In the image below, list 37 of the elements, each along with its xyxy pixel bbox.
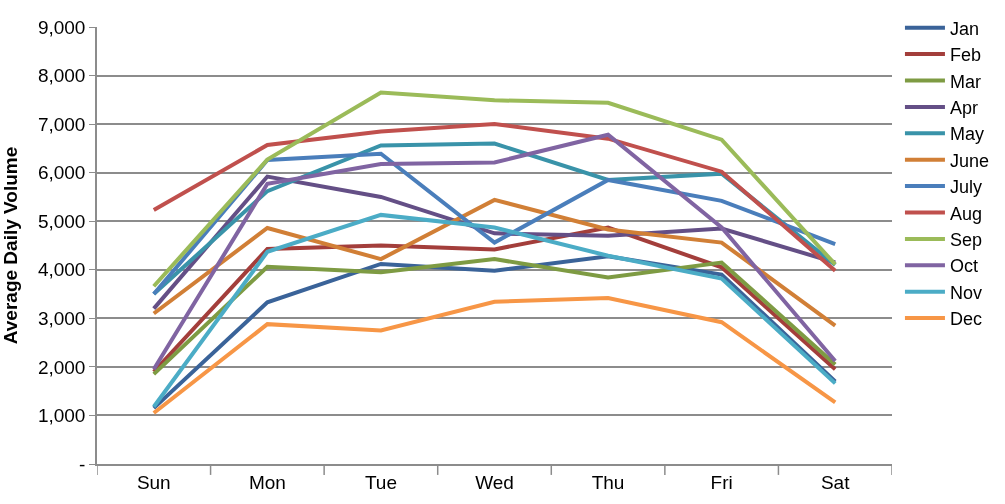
legend-label: Jan (949, 18, 979, 39)
legend-label: Nov (949, 282, 982, 303)
x-tick-label: Fri (710, 471, 733, 493)
legend-label: Sep (949, 229, 982, 250)
x-tick-label: Sun (136, 471, 171, 493)
x-tick-label: Sat (820, 471, 851, 493)
y-tick-label: 9,000 (37, 16, 86, 38)
line-series (151, 295, 838, 416)
x-tick-label: Tue (364, 471, 397, 493)
legend-label: July (949, 177, 982, 198)
legend-label: Apr (949, 97, 978, 118)
line-series (151, 257, 838, 377)
x-tick-label: Mon (248, 471, 286, 493)
y-axis-title: Average Daily Volume (0, 146, 22, 345)
legend-label: Aug (949, 203, 982, 224)
y-tick-label: 6,000 (37, 162, 86, 184)
y-tick-label: 1,000 (37, 405, 86, 427)
y-tick-label: 5,000 (37, 210, 86, 232)
line-series (151, 212, 838, 409)
y-tick-label: 4,000 (37, 259, 86, 281)
line-series (151, 90, 838, 289)
legend-label: Feb (949, 45, 981, 66)
x-tick-label: Wed (475, 471, 514, 493)
y-tick-label: 7,000 (37, 113, 86, 135)
y-tick-label: 3,000 (37, 307, 86, 329)
x-tick-label: Thu (591, 471, 625, 493)
legend-label: June (949, 150, 989, 171)
legend-label: Mar (949, 71, 981, 92)
line-series (151, 132, 838, 372)
legend-label: Dec (949, 309, 982, 330)
y-tick-label: 2,000 (37, 356, 86, 378)
line-series (151, 122, 838, 273)
line-series (151, 197, 838, 328)
legend-label: May (949, 124, 984, 145)
legend-label: Oct (949, 256, 978, 277)
y-tick-label: 8,000 (37, 65, 86, 87)
y-tick-label: - (79, 453, 86, 475)
